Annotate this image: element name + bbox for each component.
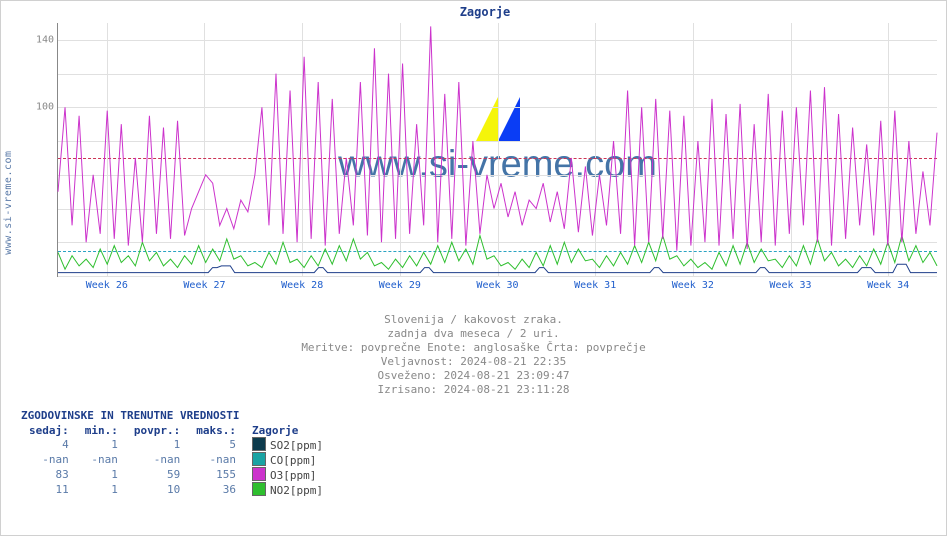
series-svg [58,23,937,276]
caption-line: Slovenija / kakovost zraka. [1,313,946,327]
value-cell: 5 [188,437,244,452]
value-cell: -nan [21,452,77,467]
table-row: 4115SO2[ppm] [21,437,331,452]
values-grid: sedaj: min.: povpr.: maks.: Zagorje 4115… [21,424,331,497]
chart: Zagorje www.si-vreme.com 100140Week 26We… [29,5,941,305]
x-tick-label: Week 27 [183,280,225,291]
value-cell: 1 [77,467,126,482]
caption-line: zadnja dva meseca / 2 uri. [1,327,946,341]
legend-cell: CO[ppm] [244,452,331,467]
x-tick-label: Week 26 [86,280,128,291]
y-tick-label: 100 [36,102,54,113]
values-title: ZGODOVINSKE IN TRENUTNE VREDNOSTI [21,409,521,422]
swatch-icon [252,437,266,451]
swatch-icon [252,452,266,466]
swatch-icon [252,467,266,481]
left-url: www.si-vreme.com [3,150,14,254]
value-cell: -nan [126,452,188,467]
value-cell: 1 [126,437,188,452]
x-tick-label: Week 29 [379,280,421,291]
col-povpr: povpr.: [126,424,188,437]
value-cell: 1 [77,437,126,452]
legend-cell: SO2[ppm] [244,437,331,452]
caption-line: Veljavnost: 2024-08-21 22:35 [1,355,946,369]
page: www.si-vreme.com Zagorje www.si-vreme.co… [0,0,947,536]
col-min: min.: [77,424,126,437]
value-cell: 83 [21,467,77,482]
table-row: -nan-nan-nan-nanCO[ppm] [21,452,331,467]
value-cell: -nan [188,452,244,467]
chart-title: Zagorje [29,5,941,19]
values-table: ZGODOVINSKE IN TRENUTNE VREDNOSTI sedaj:… [21,409,521,497]
col-maks: maks.: [188,424,244,437]
caption-line: Izrisano: 2024-08-21 23:11:28 [1,383,946,397]
plot-area: www.si-vreme.com 100140Week 26Week 27Wee… [57,23,937,277]
value-cell: 36 [188,482,244,497]
value-cell: -nan [77,452,126,467]
value-cell: 155 [188,467,244,482]
x-tick-label: Week 31 [574,280,616,291]
col-sedaj: sedaj: [21,424,77,437]
caption-line: Osveženo: 2024-08-21 23:09:47 [1,369,946,383]
value-cell: 4 [21,437,77,452]
x-tick-label: Week 28 [281,280,323,291]
swatch-icon [252,482,266,496]
x-tick-label: Week 33 [769,280,811,291]
x-tick-label: Week 32 [672,280,714,291]
value-cell: 59 [126,467,188,482]
legend-cell: O3[ppm] [244,467,331,482]
value-cell: 1 [77,482,126,497]
x-tick-label: Week 34 [867,280,909,291]
y-tick-label: 140 [36,34,54,45]
table-row: 83159155O3[ppm] [21,467,331,482]
col-legend: Zagorje [244,424,331,437]
gridline-h [58,276,937,277]
x-tick-label: Week 30 [476,280,518,291]
caption-line: Meritve: povprečne Enote: anglosaške Črt… [1,341,946,355]
value-cell: 10 [126,482,188,497]
table-row: 1111036NO2[ppm] [21,482,331,497]
value-cell: 11 [21,482,77,497]
legend-cell: NO2[ppm] [244,482,331,497]
